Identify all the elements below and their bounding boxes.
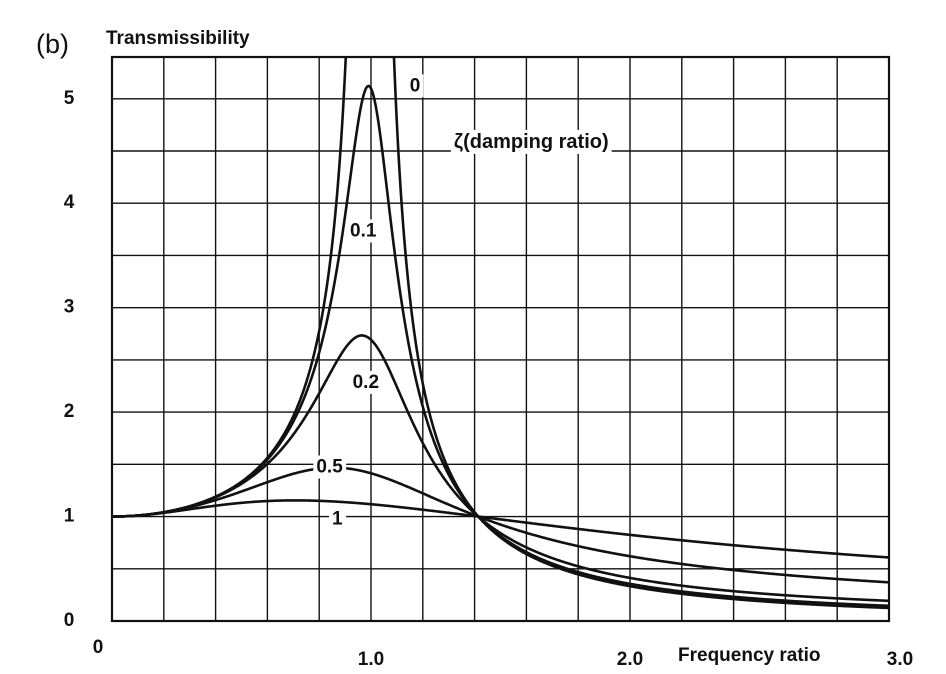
series-label-bg <box>406 74 424 98</box>
x-tick-label: 3.0 <box>887 649 913 669</box>
grid-layer <box>112 57 889 621</box>
series-line-zeta-0-branch-2 <box>392 57 889 610</box>
curve-layer <box>112 57 889 610</box>
series-line-zeta-0-1 <box>112 84 889 608</box>
y-tick-label: 4 <box>64 192 75 213</box>
legend-title-bg <box>450 129 612 154</box>
x-tick-label: 2.0 <box>617 649 643 669</box>
x-axis-label: Frequency ratio <box>678 645 821 666</box>
series-label-bg <box>347 219 380 243</box>
series-label-1: 1 <box>332 509 343 530</box>
x-tick-label: 0 <box>93 637 104 658</box>
series-line-zeta-0-2 <box>112 334 889 603</box>
series-label-bg <box>313 455 347 479</box>
series-label-0: 0 <box>410 75 421 96</box>
series-label-bg <box>349 370 383 394</box>
series-line-zeta-0-5 <box>112 466 889 584</box>
series-label-0-1: 0.1 <box>350 220 377 241</box>
series-line-zeta-0-branch-1 <box>112 57 348 518</box>
x-tick-label: 1.0 <box>358 649 384 669</box>
series-label-bg <box>329 507 347 531</box>
y-tick-label: 5 <box>64 88 75 109</box>
frame-layer <box>110 55 891 623</box>
panel-label: (b) <box>36 29 69 59</box>
plot-frame <box>110 55 891 623</box>
series-label-0-5: 0.5 <box>316 456 343 477</box>
y-tick-label: 1 <box>64 506 75 527</box>
y-tick-label: 0 <box>64 610 75 631</box>
series-label-0-2: 0.2 <box>353 372 379 393</box>
y-axis-label: Transmissibility <box>106 28 250 49</box>
series-line-zeta-1 <box>112 499 889 559</box>
legend-title: ζ(damping ratio) <box>454 131 609 153</box>
y-tick-label: 3 <box>64 297 75 318</box>
y-tick-label: 2 <box>64 401 75 422</box>
label-layer: 0 0.1 0.2 0.5 1 ζ(damping ratio) Transmissibil… <box>64 28 914 670</box>
